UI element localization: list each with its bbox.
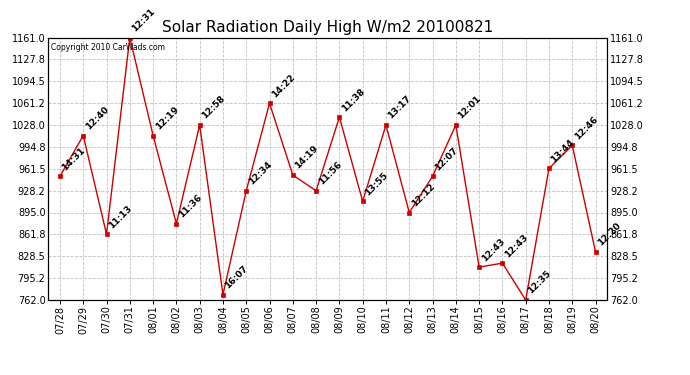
Text: 16:07: 16:07 xyxy=(224,264,250,291)
Text: 12:12: 12:12 xyxy=(410,182,437,209)
Text: 12:01: 12:01 xyxy=(456,94,483,121)
Title: Solar Radiation Daily High W/m2 20100821: Solar Radiation Daily High W/m2 20100821 xyxy=(162,20,493,35)
Text: 14:19: 14:19 xyxy=(293,144,320,171)
Text: 12:46: 12:46 xyxy=(573,114,600,141)
Text: 12:19: 12:19 xyxy=(154,105,180,131)
Text: 13:44: 13:44 xyxy=(549,138,576,164)
Text: 12:07: 12:07 xyxy=(433,146,460,172)
Text: 12:34: 12:34 xyxy=(247,160,273,187)
Text: Copyright 2010 CarWads.com: Copyright 2010 CarWads.com xyxy=(51,43,165,52)
Text: 12:20: 12:20 xyxy=(596,221,622,248)
Text: 11:56: 11:56 xyxy=(317,160,344,187)
Text: 14:31: 14:31 xyxy=(61,146,87,172)
Text: 12:35: 12:35 xyxy=(526,269,553,296)
Text: 12:43: 12:43 xyxy=(503,232,530,259)
Text: 13:17: 13:17 xyxy=(386,94,413,121)
Text: 13:55: 13:55 xyxy=(363,171,390,197)
Text: 11:38: 11:38 xyxy=(340,86,366,113)
Text: 12:40: 12:40 xyxy=(83,105,110,131)
Text: 12:58: 12:58 xyxy=(200,94,227,121)
Text: 11:13: 11:13 xyxy=(107,204,134,230)
Text: 14:22: 14:22 xyxy=(270,72,297,99)
Text: 12:43: 12:43 xyxy=(480,236,506,263)
Text: 11:36: 11:36 xyxy=(177,193,204,219)
Text: 12:31: 12:31 xyxy=(130,7,157,33)
